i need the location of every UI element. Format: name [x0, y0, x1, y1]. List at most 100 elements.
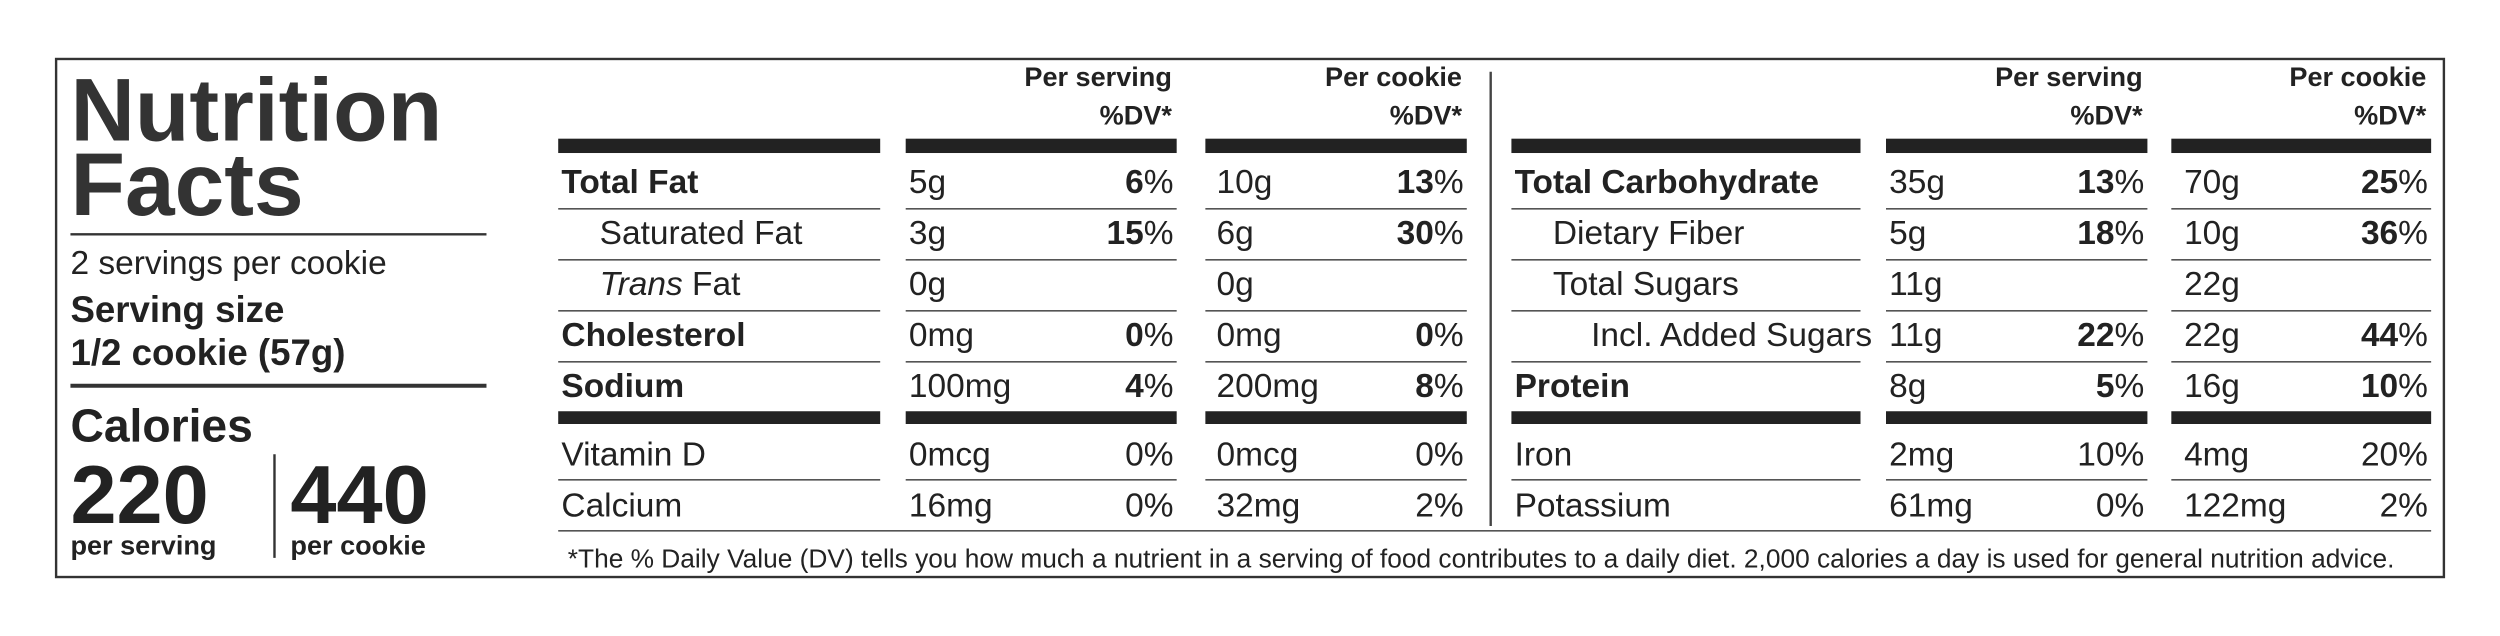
dv-number: 44	[2361, 317, 2399, 354]
dv-unit: %	[1144, 164, 1174, 201]
amount: 61mg	[1889, 487, 1973, 524]
amount: 0g	[1217, 266, 1254, 303]
dv-unit: %	[2114, 317, 2144, 354]
daily-value: 18%	[2077, 215, 2144, 252]
dv-unit: %	[1434, 164, 1464, 201]
nutrient-name: Dietary Fiber	[1553, 215, 1745, 252]
thick-bar	[558, 138, 881, 154]
amount: 0mcg	[909, 436, 991, 473]
nutrient-name-italic: Trans	[600, 266, 683, 303]
dv-unit: %	[1434, 368, 1464, 405]
dv-unit: %	[2398, 164, 2428, 201]
calories-amount: 440	[290, 448, 428, 541]
amount: 11g	[1889, 266, 1942, 303]
daily-value: 0%	[1125, 487, 1173, 524]
dv-number: 25	[2361, 164, 2398, 201]
daily-value: 0%	[2096, 487, 2144, 524]
column-subheader: %DV*	[1390, 99, 1463, 130]
daily-value: 2%	[2380, 487, 2428, 524]
amount: 200mg	[1217, 368, 1319, 405]
footnote: *The % Daily Value (DV) tells you how mu…	[568, 543, 2395, 573]
daily-value: 22%	[2077, 317, 2144, 354]
dv-number: 6	[1125, 164, 1144, 201]
amount: 22g	[2184, 266, 2240, 303]
daily-value: 20%	[2361, 436, 2428, 473]
dv-number: 22	[2077, 317, 2114, 354]
thick-bar	[1886, 411, 2148, 424]
dv-number: 5	[2096, 368, 2115, 405]
amount: 10g	[2184, 215, 2240, 252]
daily-value: 5%	[2096, 368, 2144, 405]
amount: 35g	[1889, 164, 1945, 201]
thick-bar	[1205, 411, 1467, 424]
dv-number: 13	[1397, 164, 1434, 201]
dv-number: 0	[1415, 317, 1434, 354]
thick-bar	[905, 411, 1177, 424]
nutrient-name: Iron	[1515, 436, 1573, 473]
amount: 0mg	[1217, 317, 1282, 354]
amount: 16mg	[909, 487, 993, 524]
daily-value: 0%	[1125, 436, 1173, 473]
nutrient-name: Incl. Added Sugars	[1591, 317, 1872, 354]
amount: 0mcg	[1217, 436, 1299, 473]
nutrient-name: Vitamin D	[561, 436, 705, 473]
amount: 11g	[1889, 317, 1942, 354]
dv-number: 4	[1125, 368, 1144, 405]
daily-value: 13%	[2077, 164, 2144, 201]
daily-value: 15%	[1106, 215, 1173, 252]
thick-bar	[1886, 138, 2148, 154]
dv-unit: %	[2398, 317, 2428, 354]
column-header: Per cookie	[2289, 61, 2426, 92]
thick-bar	[2171, 138, 2432, 154]
daily-value: 4%	[1125, 368, 1173, 405]
daily-value: 0%	[1125, 317, 1173, 354]
column-header: Per serving	[1024, 61, 1172, 92]
dv-number: 18	[2077, 215, 2114, 252]
thick-bar	[905, 138, 1177, 154]
amount: 100mg	[909, 368, 1011, 405]
dv-unit: %	[2398, 215, 2428, 252]
amount: 16g	[2184, 368, 2240, 405]
servings: 2 servings per cookie	[70, 245, 386, 282]
thick-bar	[1205, 138, 1467, 154]
dv-unit: %	[2114, 368, 2144, 405]
column-subheader: %DV*	[2354, 99, 2427, 130]
daily-value: 44%	[2361, 317, 2428, 354]
thick-bar	[558, 411, 881, 424]
daily-value: 30%	[1397, 215, 1464, 252]
amount: 0mg	[909, 317, 974, 354]
nutrient-name: Total Sugars	[1553, 266, 1739, 303]
daily-value: 36%	[2361, 215, 2428, 252]
thick-bar	[1511, 411, 1861, 424]
column-header: Per serving	[1995, 61, 2143, 92]
daily-value: 0%	[1415, 436, 1463, 473]
column-header: Per cookie	[1325, 61, 1462, 92]
daily-value: 10%	[2361, 368, 2428, 405]
daily-value: 13%	[1397, 164, 1464, 201]
amount: 5g	[1889, 215, 1926, 252]
dv-unit: %	[1434, 317, 1464, 354]
nutrient-name: Total Carbohydrate	[1515, 164, 1819, 201]
daily-value: 25%	[2361, 164, 2428, 201]
amount: 32mg	[1217, 487, 1301, 524]
amount: 70g	[2184, 164, 2240, 201]
dv-unit: %	[1144, 317, 1174, 354]
title-line: Facts	[70, 134, 303, 234]
nutrient-name: Protein	[1515, 368, 1630, 405]
dv-unit: %	[2114, 215, 2144, 252]
dv-number: 0	[1125, 317, 1144, 354]
nutrient-name: Potassium	[1515, 487, 1671, 524]
amount: 0g	[909, 266, 946, 303]
daily-value: 8%	[1415, 368, 1463, 405]
amount: 22g	[2184, 317, 2240, 354]
amount: 3g	[909, 215, 946, 252]
thick-bar	[1511, 138, 1861, 154]
dv-unit: %	[2398, 368, 2428, 405]
calories-label: Calories	[70, 400, 252, 452]
nutrient-name-rest: Fat	[692, 266, 741, 303]
thick-bar	[2171, 411, 2432, 424]
dv-number: 36	[2361, 215, 2398, 252]
column-subheader: %DV*	[1100, 99, 1173, 130]
